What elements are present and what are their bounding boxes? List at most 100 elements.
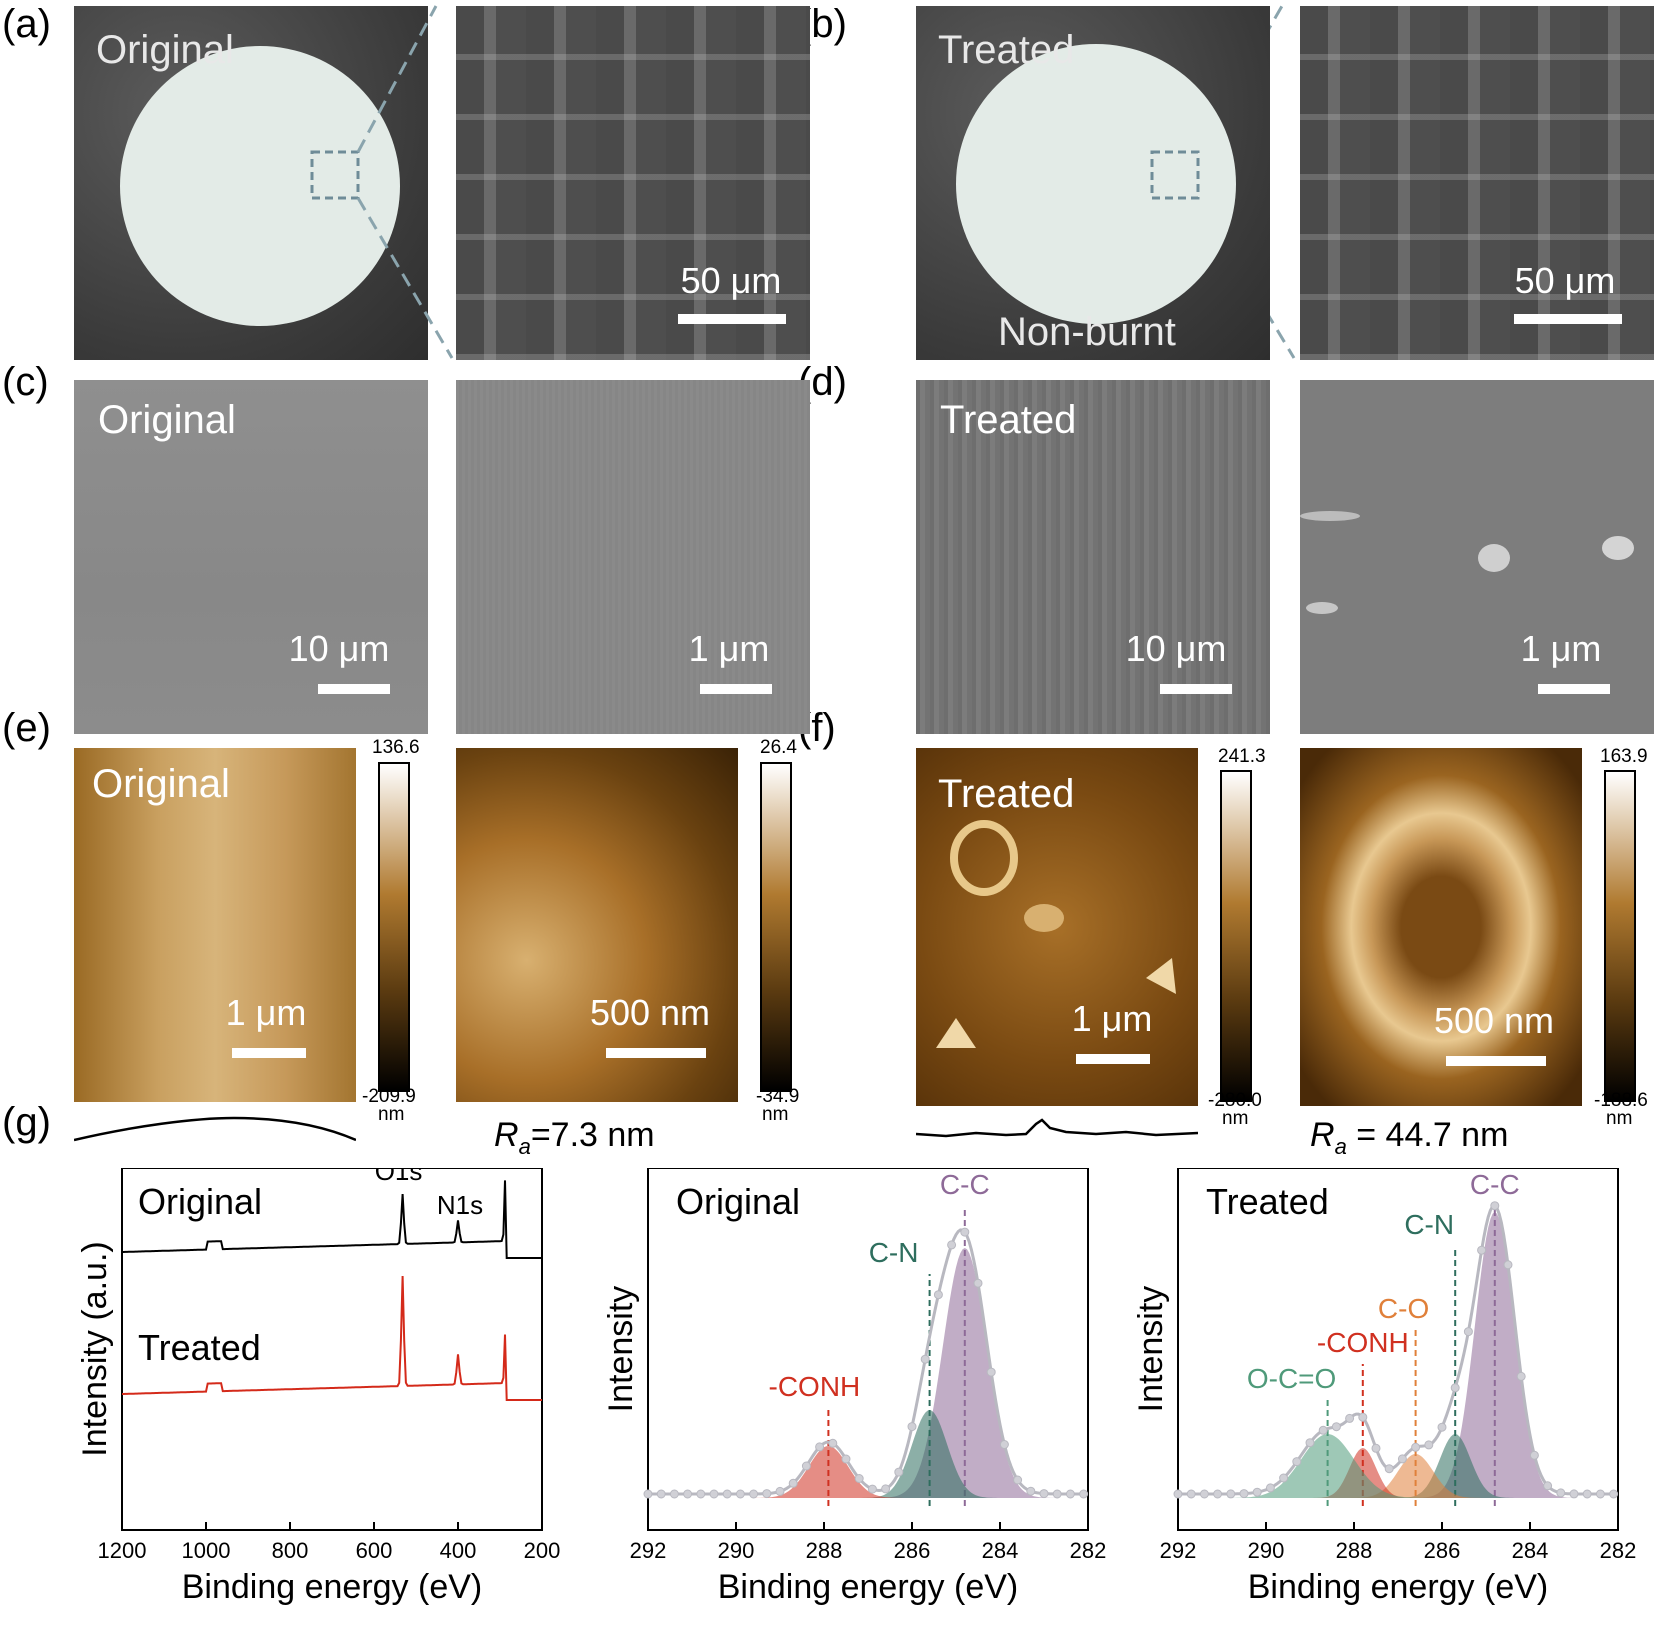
x-tick-label: 292 <box>630 1538 667 1563</box>
data-point <box>1503 1260 1513 1270</box>
data-point <box>1490 1201 1500 1211</box>
xps-c1s-original-chart: 292 290 288 286 284 282 Binding energy (eV) Int… <box>602 1168 1107 1606</box>
y-axis-label: Intensity <box>1132 1286 1170 1413</box>
scale-bar <box>318 684 390 694</box>
data-point <box>1173 1489 1183 1499</box>
data-point <box>1516 1371 1526 1381</box>
x-tick-label: 282 <box>1070 1538 1107 1563</box>
colorbar-max: 136.6 <box>372 737 420 758</box>
data-point <box>1477 1245 1487 1255</box>
scale-bar <box>232 1048 306 1058</box>
panel-label-e: (e) <box>2 706 51 750</box>
data-point <box>1463 1327 1473 1337</box>
photo-original-drawing <box>120 46 400 326</box>
x-tick-label: 290 <box>718 1538 755 1563</box>
roughness-subscript: a <box>1334 1133 1347 1159</box>
x-axis-label: Binding energy (eV) <box>1248 1568 1549 1606</box>
zoom-box <box>1150 150 1200 200</box>
y-axis-label: Intensity <box>602 1286 640 1413</box>
scale-bar-label: 10 μm <box>1125 628 1227 669</box>
data-point <box>973 1278 983 1288</box>
afm-original-label: Original <box>92 762 230 806</box>
x-tick-label: 286 <box>894 1538 931 1563</box>
sem-fabric-treated: 50 μm <box>1300 6 1654 360</box>
particle <box>1300 511 1360 521</box>
data-point <box>881 1484 891 1494</box>
x-tick-label: 282 <box>1600 1538 1637 1563</box>
zoom-guide-line <box>356 197 454 359</box>
x-tick-label: 1000 <box>182 1538 231 1563</box>
data-point <box>960 1227 970 1237</box>
data-point <box>1358 1412 1368 1422</box>
colorbar-min: -188.6 <box>1594 1090 1648 1111</box>
colorbar-unit: nm <box>762 1104 789 1125</box>
x-tick-label: 284 <box>982 1538 1019 1563</box>
colorbar-e-left <box>378 762 410 1092</box>
envelope-line <box>1178 1203 1616 1496</box>
data-point <box>1582 1489 1592 1499</box>
data-point <box>815 1442 825 1452</box>
sem-surface-original-high: 1 μm <box>456 380 810 734</box>
colorbar-unit: nm <box>1222 1108 1249 1129</box>
peak-label: C-O <box>1378 1293 1429 1324</box>
x-tick-label: 600 <box>356 1538 393 1563</box>
data-point <box>907 1422 917 1432</box>
survey-line-treated <box>122 1275 542 1401</box>
roughness-value: = 44.7 nm <box>1346 1116 1509 1154</box>
peak-label: -CONH <box>769 1371 861 1402</box>
data-point <box>1305 1438 1315 1448</box>
afm-feature <box>950 820 1018 896</box>
sem-texture <box>1300 6 1654 360</box>
afm-feature <box>936 1018 976 1048</box>
fit-component <box>1178 1212 1618 1498</box>
sem-original-label: Original <box>98 398 236 442</box>
x-tick-label: 286 <box>1424 1538 1461 1563</box>
peak-label: C-N <box>869 1237 919 1268</box>
afm-treated-low: Treated 1 μm <box>916 748 1198 1106</box>
particle <box>1478 544 1510 572</box>
scale-bar-label: 1 μm <box>1071 998 1153 1039</box>
data-point <box>1595 1489 1605 1499</box>
x-tick-label: 1200 <box>98 1538 147 1563</box>
data-point <box>1556 1488 1566 1498</box>
data-point <box>1052 1489 1062 1499</box>
data-point <box>1292 1457 1302 1467</box>
data-point <box>1026 1486 1036 1496</box>
data-point <box>709 1489 719 1499</box>
scale-bar <box>678 314 786 324</box>
data-point <box>1384 1464 1394 1474</box>
data-point <box>841 1454 851 1464</box>
colorbar-unit: nm <box>1606 1108 1633 1129</box>
colorbar-min: -209.9 <box>362 1086 416 1107</box>
xps-c1s-treated-chart: 292 290 288 286 284 282 Binding energy (eV) Int… <box>1132 1168 1637 1606</box>
scale-bar <box>1446 1056 1546 1066</box>
scale-bar-label: 50 μm <box>1514 260 1616 301</box>
data-point <box>643 1489 653 1499</box>
particle <box>1306 602 1338 614</box>
x-tick-label: 400 <box>440 1538 477 1563</box>
panel-label-g: (g) <box>2 1100 51 1144</box>
plot-frame <box>647 1168 1089 1531</box>
particles <box>1300 511 1634 614</box>
data-point <box>735 1489 745 1499</box>
roughness-value: =7.3 nm <box>530 1116 655 1154</box>
peak-label: O-C=O <box>1247 1363 1336 1394</box>
zoom-box <box>310 150 360 200</box>
afm-feature <box>1146 958 1176 994</box>
colorbar-e-right <box>760 762 792 1092</box>
data-point <box>656 1489 666 1499</box>
colorbar-max: 26.4 <box>760 737 797 758</box>
series-label-original: Original <box>138 1181 262 1222</box>
data-point <box>999 1440 1009 1449</box>
data-point <box>947 1240 957 1250</box>
peak-label-o1s: O1s <box>375 1168 423 1186</box>
colorbar-f-left <box>1220 770 1252 1102</box>
sem-fabric-original: 50 μm <box>456 6 810 360</box>
scale-bar <box>1160 684 1232 694</box>
afm-original-high: 500 nm <box>456 748 738 1102</box>
afm-features <box>936 820 1176 1048</box>
x-tick-label: 200 <box>524 1538 561 1563</box>
height-profile-treated <box>916 1118 1198 1138</box>
scale-bar <box>1514 314 1622 324</box>
data-point <box>1213 1489 1223 1499</box>
